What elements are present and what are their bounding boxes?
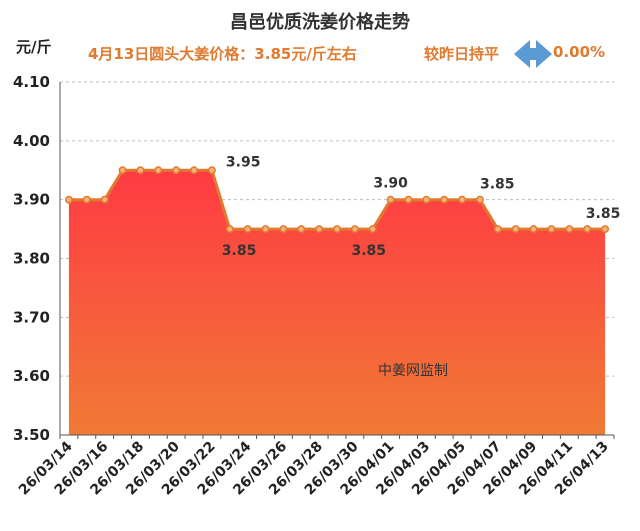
double-arrow-icon — [514, 40, 552, 68]
arrow-shape — [514, 40, 552, 68]
y-tick-label: 4.10 — [13, 73, 50, 91]
data-point — [315, 225, 324, 234]
data-labels: 3.95 3.85 3.85 3.90 3.85 3.85 — [222, 154, 621, 259]
y-tick-label: 3.90 — [13, 191, 50, 209]
data-point — [565, 225, 574, 234]
data-point — [172, 166, 181, 175]
data-label: 3.95 — [226, 154, 261, 170]
data-point — [225, 225, 234, 234]
data-point — [118, 166, 127, 175]
y-tick-label: 4.00 — [13, 132, 50, 150]
data-point — [529, 225, 538, 234]
data-point — [64, 195, 73, 204]
data-point — [154, 166, 163, 175]
data-point — [404, 195, 413, 204]
watermark: 中姜网监制 — [378, 363, 448, 379]
data-point — [440, 195, 449, 204]
data-point — [493, 225, 502, 234]
data-point — [476, 195, 484, 204]
y-tick-label: 3.80 — [13, 250, 50, 268]
data-point — [547, 225, 556, 234]
y-tick-labels: 3.50 3.60 3.70 3.80 3.90 4.00 4.10 — [13, 73, 50, 444]
data-point — [511, 225, 520, 234]
data-point — [333, 225, 341, 234]
price-area-fill — [68, 170, 606, 435]
compare-text: 较昨日持平 — [424, 45, 500, 63]
data-points — [64, 166, 610, 234]
x-tick-labels: 26/03/1426/03/1626/03/1826/03/2026/03/22… — [16, 438, 612, 498]
data-point — [190, 166, 198, 175]
data-point — [261, 225, 270, 234]
data-point — [368, 225, 377, 234]
data-point — [100, 195, 109, 204]
data-point — [422, 195, 431, 204]
y-tick-label: 3.60 — [13, 367, 50, 385]
data-point — [601, 225, 610, 234]
chart-title: 昌邑优质洗姜价格走势 — [230, 12, 410, 33]
y-tick-label: 3.50 — [13, 426, 50, 444]
change-percent: 0.00% — [553, 43, 606, 61]
data-point — [297, 225, 306, 234]
data-point — [243, 225, 252, 234]
data-label: 3.85 — [351, 243, 386, 259]
data-point — [207, 166, 216, 175]
data-point — [279, 225, 288, 234]
data-point — [583, 225, 592, 234]
y-tick-label: 3.70 — [13, 308, 50, 326]
data-point — [350, 225, 359, 234]
data-point — [386, 195, 395, 204]
data-label: 3.85 — [222, 243, 257, 259]
data-label: 3.90 — [373, 176, 408, 192]
data-point — [458, 195, 467, 204]
price-summary: 4月13日圆头大姜价格：3.85元/斤左右 — [88, 45, 357, 63]
data-point — [82, 195, 91, 204]
data-point — [136, 166, 145, 175]
data-label: 3.85 — [480, 177, 515, 193]
y-axis-unit: 元/斤 — [16, 38, 52, 56]
axes — [59, 82, 615, 439]
data-label: 3.85 — [586, 206, 621, 222]
